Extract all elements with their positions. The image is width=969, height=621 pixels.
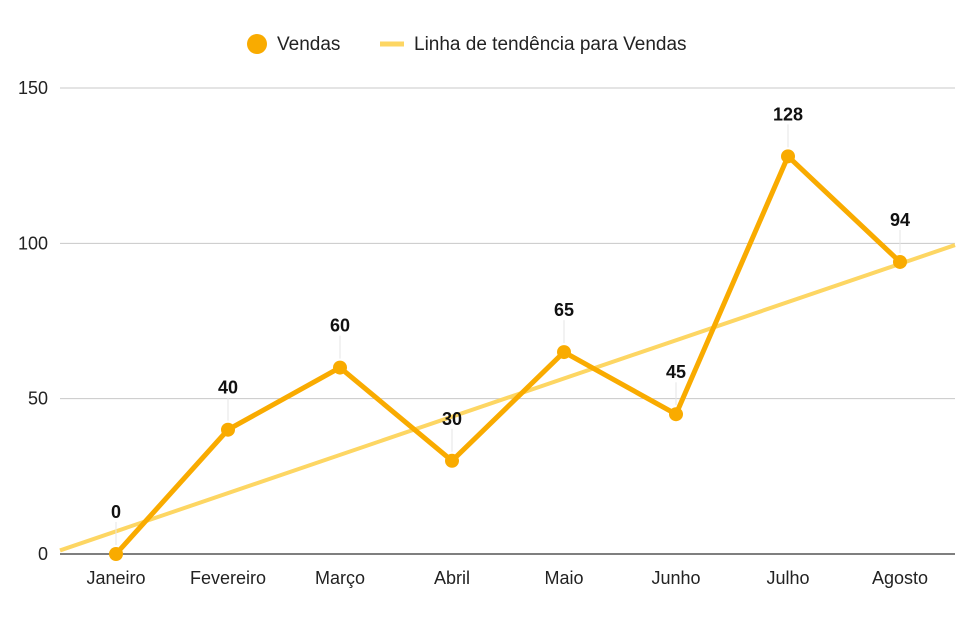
data-point[interactable] xyxy=(109,547,123,561)
data-label: 94 xyxy=(890,210,910,230)
trendline xyxy=(59,243,956,553)
data-label: 128 xyxy=(773,104,803,124)
gridlines xyxy=(60,87,955,555)
x-tick-label: Abril xyxy=(434,568,470,588)
x-tick-label: Maio xyxy=(544,568,583,588)
data-point[interactable] xyxy=(669,407,683,422)
y-tick-label: 50 xyxy=(28,389,48,409)
legend-marker-vendas xyxy=(247,34,267,54)
x-axis-ticks: Janeiro Fevereiro Março Abril Maio Junho Julho… xyxy=(86,568,928,588)
trendline-layer xyxy=(59,243,956,553)
data-point[interactable] xyxy=(781,149,795,164)
data-point[interactable] xyxy=(333,360,347,375)
data-point[interactable] xyxy=(893,254,907,269)
x-tick-label: Março xyxy=(315,568,365,588)
data-label: 40 xyxy=(218,378,238,398)
y-tick-label: 100 xyxy=(18,233,48,253)
x-tick-label: Agosto xyxy=(872,568,928,588)
series-line-vendas xyxy=(113,153,903,557)
data-label: 30 xyxy=(442,409,462,429)
data-point[interactable] xyxy=(445,453,459,468)
legend-label-vendas: Vendas xyxy=(277,34,340,55)
x-tick-label: Junho xyxy=(651,568,700,588)
legend-label-trendline: Linha de tendência para Vendas xyxy=(414,34,687,55)
data-point[interactable] xyxy=(221,422,235,437)
series-layer xyxy=(109,149,907,561)
legend: Vendas Linha de tendência para Vendas xyxy=(247,34,687,55)
y-axis-ticks: 0 50 100 150 xyxy=(18,78,48,564)
y-tick-label: 150 xyxy=(18,78,48,98)
x-tick-label: Fevereiro xyxy=(190,568,266,588)
data-label: 65 xyxy=(554,300,574,320)
y-tick-label: 0 xyxy=(38,544,48,564)
data-point[interactable] xyxy=(557,345,571,360)
x-tick-label: Janeiro xyxy=(86,568,145,588)
data-labels: 0 40 60 30 65 45 128 94 xyxy=(111,104,910,545)
data-label: 45 xyxy=(666,362,686,382)
x-tick-label: Julho xyxy=(766,568,809,588)
data-label: 60 xyxy=(330,316,350,336)
data-label: 0 xyxy=(111,502,121,522)
